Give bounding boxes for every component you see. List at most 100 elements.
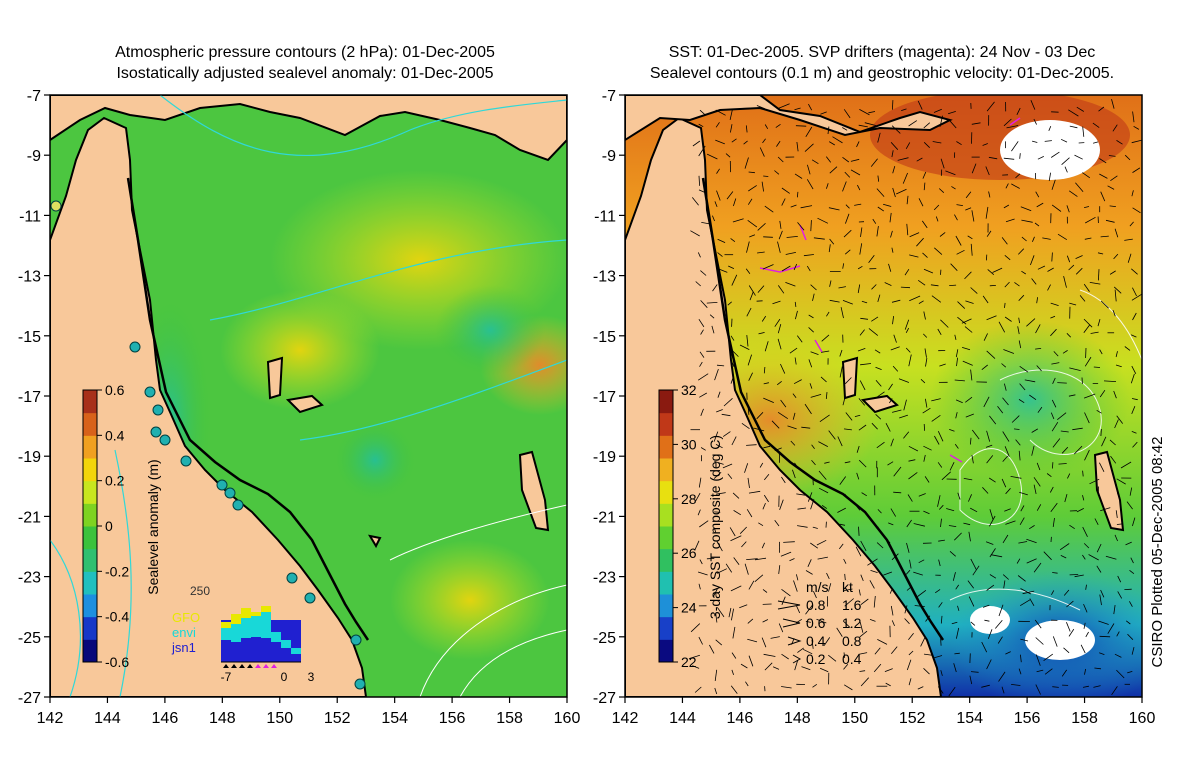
velocity-arrow <box>906 519 912 528</box>
velocity-arrow <box>843 109 851 119</box>
velocity-arrow <box>1015 439 1021 446</box>
velocity-arrow <box>743 140 748 145</box>
velocity-arrow <box>877 639 888 645</box>
velocity-arrow <box>1069 125 1078 129</box>
velocity-arrow <box>842 300 853 305</box>
velocity-arrow <box>1032 236 1035 242</box>
velocity-arrow <box>1051 362 1060 365</box>
velocity-arrow <box>908 650 914 656</box>
velocity-arrow <box>1053 351 1059 357</box>
velocity-arrow <box>1043 551 1052 561</box>
velocity-arrow <box>1004 281 1010 288</box>
velocity-legend-arrow <box>777 600 801 610</box>
velocity-arrow <box>1131 365 1137 374</box>
velocity-arrow <box>875 366 882 370</box>
velocity-arrow <box>994 620 1003 629</box>
velocity-arrow <box>828 141 836 146</box>
velocity-arrow <box>877 132 881 143</box>
velocity-arrow <box>1110 175 1118 182</box>
velocity-arrow <box>764 341 769 352</box>
left-y-axis: -7 -9 -11 -13 -15 -17 -19 -21 -23 -25 -27 <box>18 88 50 707</box>
velocity-arrow <box>1034 619 1042 629</box>
velocity-arrow <box>858 398 866 406</box>
velocity-arrow <box>1110 455 1117 464</box>
velocity-arrow <box>1084 237 1092 240</box>
velocity-arrow <box>716 190 721 201</box>
velocity-arrow <box>892 316 894 325</box>
velocity-arrow <box>1050 502 1058 513</box>
velocity-arrow <box>896 188 907 195</box>
island <box>266 356 284 400</box>
velocity-arrow <box>717 252 723 257</box>
velocity-arrow <box>905 142 911 149</box>
velocity-arrow <box>844 588 853 591</box>
velocity-arrow <box>716 541 723 552</box>
colorbar-swatch <box>83 435 97 459</box>
velocity-arrow <box>1050 302 1059 306</box>
velocity-arrow <box>914 605 925 607</box>
velocity-arrow <box>811 460 816 466</box>
velocity-arrow <box>1069 302 1077 306</box>
velocity-arrow <box>1089 282 1101 285</box>
colorbar-swatch <box>83 571 97 595</box>
velocity-arrow <box>955 412 958 419</box>
y-tick-label: -7 <box>27 88 41 105</box>
velocity-arrow <box>1082 172 1091 179</box>
velocity-arrow <box>1018 294 1025 301</box>
velocity-arrow <box>965 413 974 418</box>
velocity-arrow <box>1130 334 1137 338</box>
velocity-arrow <box>1127 633 1134 640</box>
sealevel-low-patch <box>335 420 415 500</box>
velocity-arrow <box>690 623 701 633</box>
velocity-arrow <box>903 431 910 439</box>
velocity-arrow <box>1085 216 1096 224</box>
velocity-arrow <box>956 627 960 639</box>
velocity-arrow <box>748 372 753 381</box>
velocity-arrow <box>805 126 813 138</box>
velocity-arrow <box>825 392 828 399</box>
velocity-arrow <box>1105 555 1117 560</box>
velocity-arrow <box>764 124 769 130</box>
velocity-arrow <box>955 349 959 358</box>
velocity-arrow <box>725 563 733 573</box>
velocity-arrow <box>1129 601 1133 607</box>
velocity-arrow <box>739 526 747 534</box>
velocity-arrow <box>985 206 989 219</box>
velocity-arrow <box>971 210 975 222</box>
velocity-arrow <box>1115 510 1118 518</box>
velocity-arrow <box>763 445 771 449</box>
velocity-arrow <box>816 539 827 546</box>
velocity-arrow <box>905 569 911 575</box>
velocity-arrow <box>905 327 910 333</box>
velocity-arrow <box>1019 153 1021 159</box>
tide-gauge-markers <box>50 200 366 690</box>
velocity-arrow <box>1082 495 1085 501</box>
y-tick-label: -19 <box>593 449 616 466</box>
velocity-arrow <box>805 620 811 623</box>
velocity-arrow <box>777 411 789 420</box>
velocity-arrow <box>954 214 958 221</box>
velocity-legend-kt-header: kt <box>842 579 853 595</box>
velocity-arrow <box>1004 316 1012 322</box>
velocity-arrow <box>1089 478 1100 485</box>
velocity-arrow <box>1099 349 1103 355</box>
velocity-arrow <box>906 223 909 236</box>
velocity-arrow <box>829 238 835 245</box>
velocity-arrow <box>1051 399 1057 408</box>
velocity-arrow <box>981 364 988 371</box>
velocity-arrow <box>762 589 768 593</box>
colorbar-tick-label: 26 <box>681 545 697 561</box>
velocity-arrow <box>712 215 715 222</box>
velocity-arrow <box>1033 484 1037 494</box>
right-colorbar-label: 3-day SST composite (deg C) <box>707 435 723 619</box>
velocity-arrow <box>808 327 814 333</box>
velocity-arrow <box>1103 380 1117 382</box>
velocity-arrow <box>898 378 910 383</box>
velocity-arrow <box>1011 684 1021 686</box>
y-tick-label: -27 <box>593 690 616 707</box>
velocity-arrow <box>697 571 708 576</box>
velocity-arrow <box>794 357 797 365</box>
y-tick-label: -15 <box>18 329 41 346</box>
velocity-arrow <box>893 334 897 343</box>
left-map-area <box>50 95 567 697</box>
